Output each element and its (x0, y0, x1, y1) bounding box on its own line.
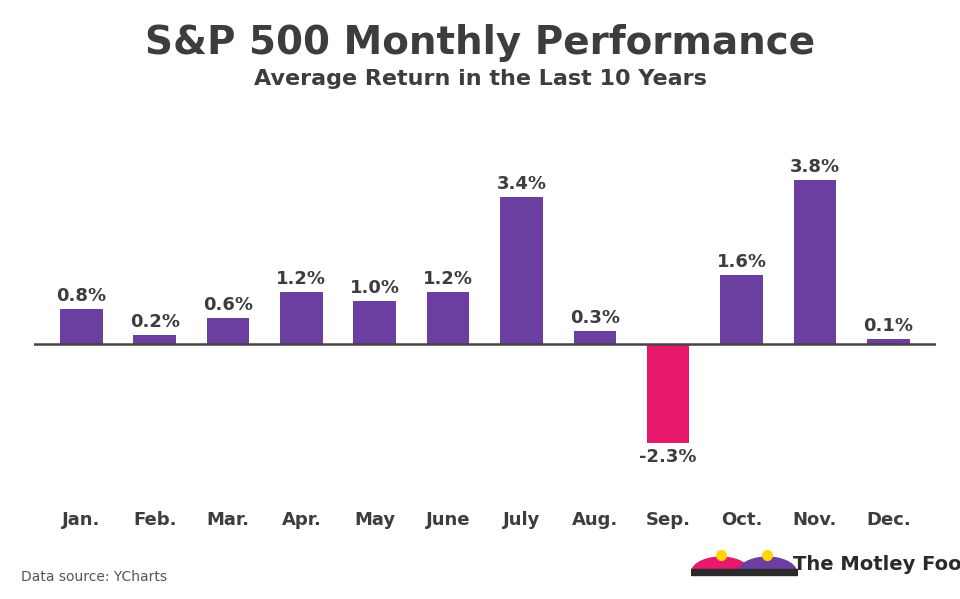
Text: 0.8%: 0.8% (57, 288, 107, 305)
Text: Data source: YCharts: Data source: YCharts (21, 570, 167, 584)
Bar (867, 339, 909, 344)
Bar (647, 344, 689, 443)
Text: 3.4%: 3.4% (496, 176, 546, 193)
Bar (794, 180, 836, 344)
Text: 0.6%: 0.6% (203, 296, 253, 314)
Bar (60, 309, 103, 344)
Text: The Motley Fool.: The Motley Fool. (793, 555, 960, 574)
Bar (720, 275, 763, 344)
Text: 1.0%: 1.0% (349, 279, 399, 297)
Text: Average Return in the Last 10 Years: Average Return in the Last 10 Years (253, 69, 707, 89)
Bar (206, 317, 250, 344)
Bar (280, 292, 323, 344)
Bar (353, 301, 396, 344)
Text: -2.3%: -2.3% (639, 448, 697, 466)
Bar (427, 292, 469, 344)
Bar (133, 335, 176, 344)
Text: 1.2%: 1.2% (276, 270, 326, 288)
Text: 0.3%: 0.3% (570, 308, 620, 327)
Text: 1.6%: 1.6% (716, 253, 767, 271)
Text: 0.1%: 0.1% (863, 317, 913, 335)
Bar (500, 197, 542, 344)
Text: 0.2%: 0.2% (130, 313, 180, 331)
Text: 3.8%: 3.8% (790, 158, 840, 176)
Text: 1.2%: 1.2% (423, 270, 473, 288)
Polygon shape (737, 557, 797, 573)
Bar (573, 331, 616, 344)
Text: S&P 500 Monthly Performance: S&P 500 Monthly Performance (145, 24, 815, 62)
Polygon shape (691, 557, 751, 573)
